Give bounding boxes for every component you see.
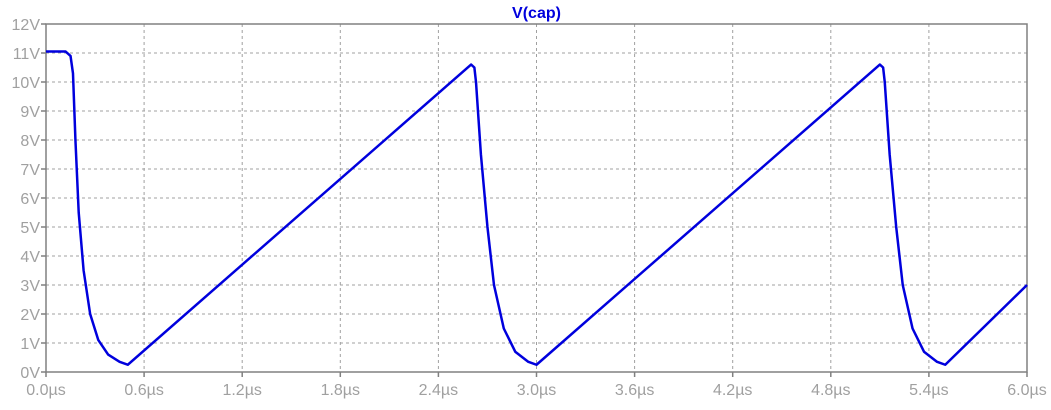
y-axis-tick-labels: 0V 1V 2V 3V 4V 5V 6V 7V 8V 9V 10V 11V 12V	[12, 17, 41, 382]
y-tick-label: 6V	[20, 191, 40, 208]
y-tick-label: 8V	[20, 133, 40, 150]
chart-title: V(cap)	[512, 5, 561, 22]
y-tick-label: 12V	[12, 17, 41, 34]
y-tick-label: 5V	[20, 220, 40, 237]
x-tick-label: 3.6µs	[615, 382, 654, 399]
x-tick-label: 0.0µs	[26, 382, 65, 399]
x-tick-label: 5.4µs	[909, 382, 948, 399]
y-tick-label: 3V	[20, 278, 40, 295]
x-tick-label: 2.4µs	[419, 382, 458, 399]
y-tick-label: 2V	[20, 307, 40, 324]
y-tick-label: 10V	[12, 75, 41, 92]
y-tick-label: 4V	[20, 249, 40, 266]
grid-lines	[46, 24, 1027, 372]
x-tick-label: 3.0µs	[517, 382, 556, 399]
y-tick-label: 7V	[20, 162, 40, 179]
x-tick-label: 1.2µs	[222, 382, 261, 399]
y-tick-label: 9V	[20, 104, 40, 121]
x-tick-label: 4.2µs	[713, 382, 752, 399]
x-tick-label: 6.0µs	[1007, 382, 1046, 399]
series-line-vcap	[46, 50, 1028, 366]
x-tick-label: 1.8µs	[321, 382, 360, 399]
x-tick-label: 0.6µs	[124, 382, 163, 399]
y-tick-label: 1V	[20, 336, 40, 353]
y-tick-label: 11V	[13, 46, 41, 63]
x-axis-tick-labels: 0.0µs 0.6µs 1.2µs 1.8µs 2.4µs 3.0µs 3.6µs 4.2µs…	[26, 382, 1046, 399]
axis-ticks	[41, 23, 1028, 377]
x-tick-label: 4.8µs	[811, 382, 850, 399]
y-tick-label: 0V	[20, 365, 40, 382]
